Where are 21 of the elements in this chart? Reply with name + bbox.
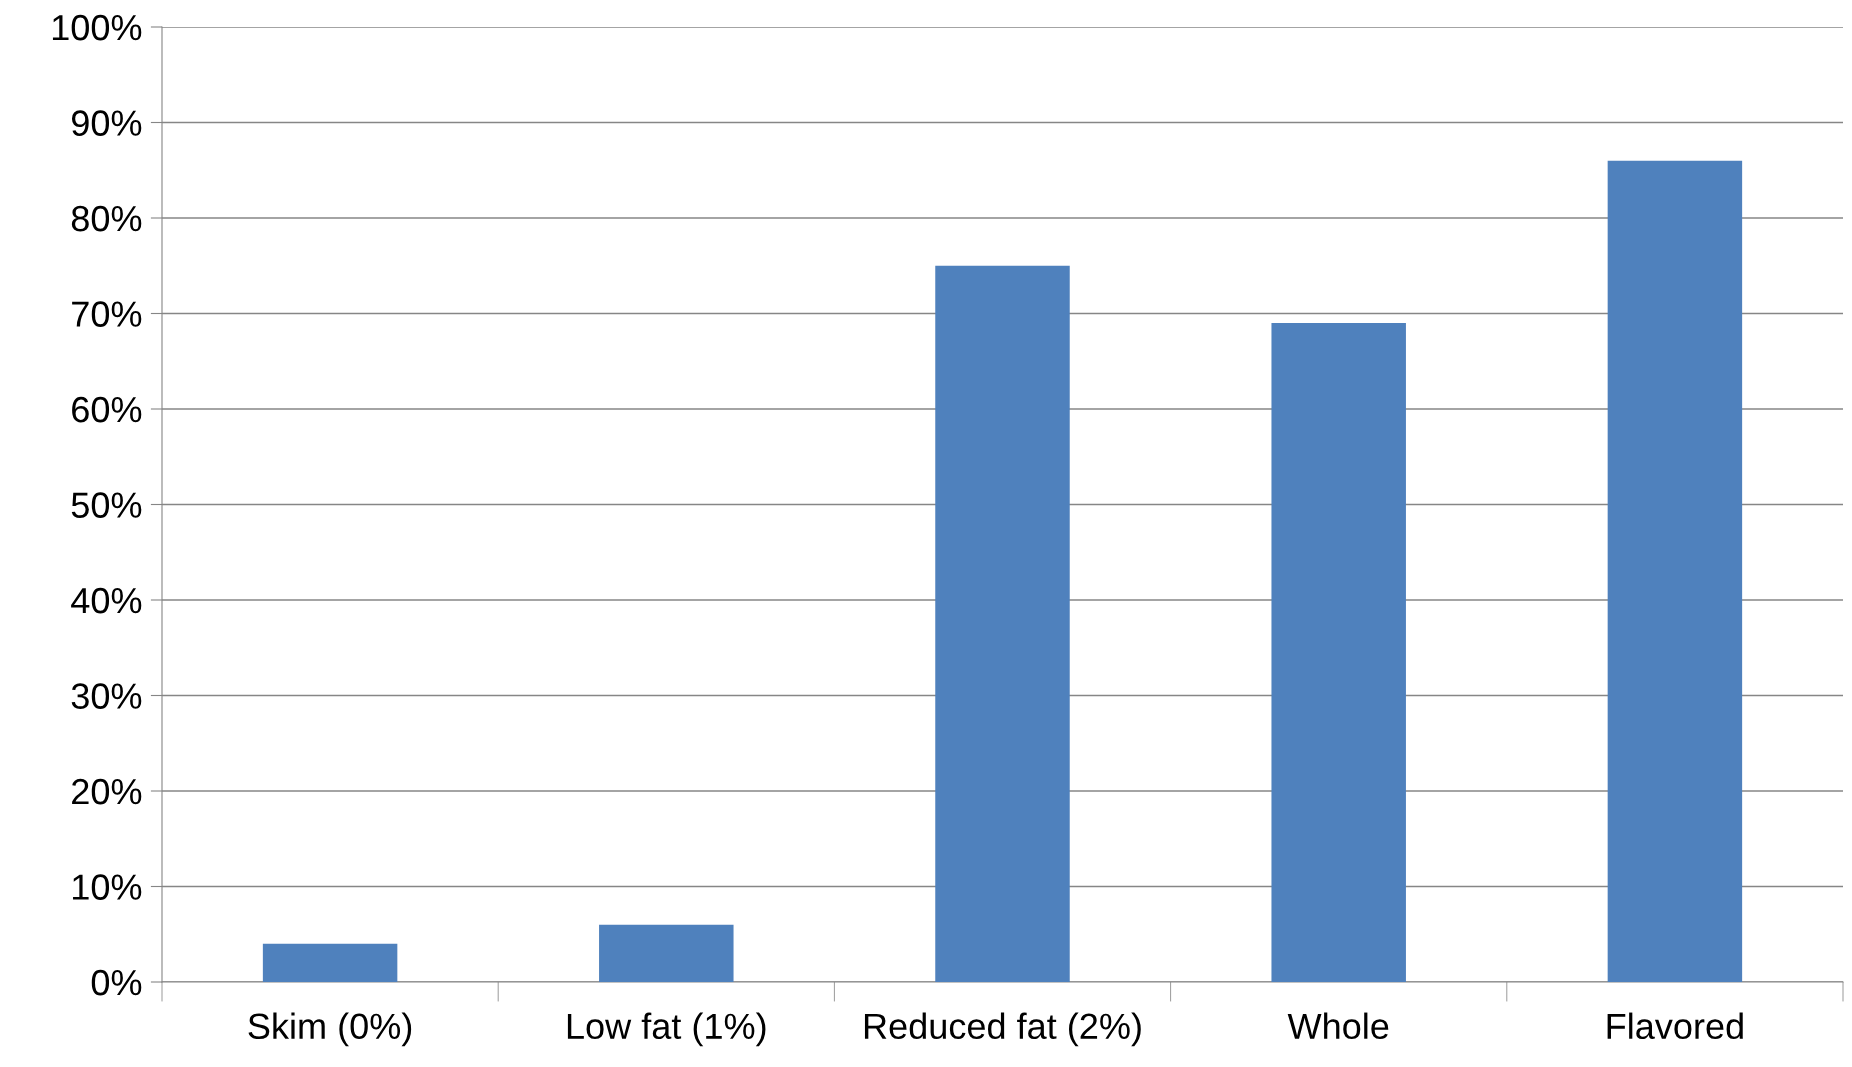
y-tick-label: 20%	[72, 778, 142, 805]
y-tick-label: 100%	[52, 14, 142, 41]
bar	[262, 943, 398, 982]
y-tick-label: 40%	[71, 587, 142, 614]
y-tick-label: 80%	[71, 205, 142, 232]
bar	[1271, 323, 1406, 982]
bar	[599, 924, 734, 982]
x-tick-label: Flavored	[1607, 1012, 1743, 1040]
y-tick-label: 70%	[72, 301, 142, 327]
y-tick-label: 0%	[91, 969, 142, 996]
y-tick-label: 10%	[73, 874, 142, 900]
bar	[935, 265, 1070, 982]
x-tick-label: Reduced fat (2%)	[864, 1012, 1141, 1047]
x-tick-label: Whole	[1287, 1012, 1389, 1040]
y-tick-label: 60%	[72, 396, 142, 423]
y-tick-label: 90%	[71, 110, 142, 136]
x-tick-label: Skim (0%)	[248, 1012, 412, 1047]
y-tick-label: 30%	[71, 683, 142, 709]
bar	[1607, 160, 1743, 982]
x-tick-label: Low fat (1%)	[567, 1012, 766, 1047]
y-tick-label: 50%	[71, 492, 142, 518]
